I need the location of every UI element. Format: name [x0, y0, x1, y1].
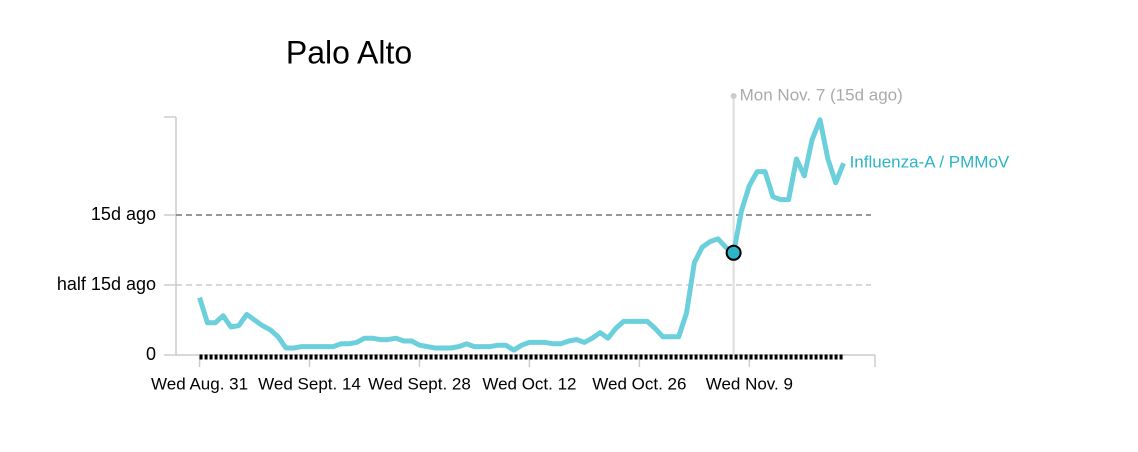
series-label: Influenza-A / PMMoV — [850, 153, 1010, 172]
x-tick-label: Wed Aug. 31 — [151, 374, 248, 393]
x-tick-label: Wed Nov. 9 — [706, 374, 793, 393]
y-tick-label: half 15d ago — [57, 274, 156, 294]
chart-title: Palo Alto — [286, 34, 412, 70]
series-line — [197, 117, 846, 353]
x-tick-label: Wed Oct. 12 — [482, 374, 576, 393]
annotation-dot — [730, 93, 737, 99]
highlight-point — [725, 244, 742, 261]
y-tick-label: 0 — [146, 344, 156, 364]
annotation-label: Mon Nov. 7 (15d ago) — [740, 85, 903, 104]
x-tick-label: Wed Sept. 14 — [258, 374, 361, 393]
y-tick-label: 15d ago — [91, 204, 156, 224]
x-tick-label: Wed Sept. 28 — [368, 374, 471, 393]
x-tick-label: Wed Oct. 26 — [592, 374, 686, 393]
